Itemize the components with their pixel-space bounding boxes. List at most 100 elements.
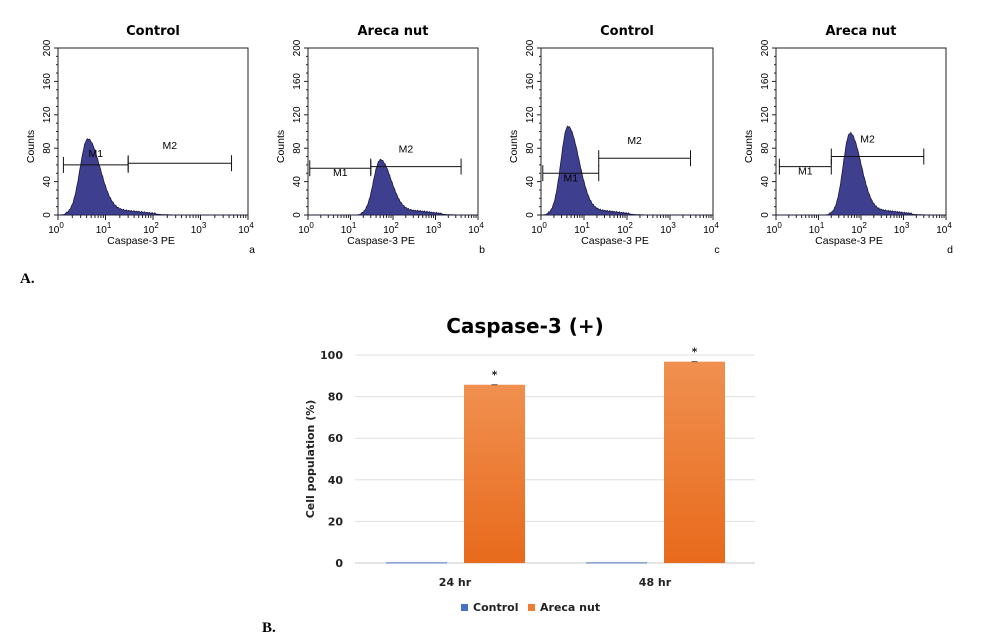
marker-label: M2 [860, 134, 875, 146]
y-tick-label: 200 [292, 39, 303, 56]
y-tick-label: 0 [292, 212, 303, 218]
histogram-area [57, 138, 248, 216]
panel-letter: d [947, 244, 953, 256]
histogram-panel-c: Control 0 40 80 120 160 200 Counts 100 101 102 103 1… [508, 24, 720, 256]
y-tick-label: 40 [760, 176, 771, 188]
y-tick-label: 40 [42, 176, 53, 188]
y-tick-label: 0 [760, 212, 771, 218]
y-tick-label: 0 [525, 212, 536, 218]
panel-letter: c [714, 244, 719, 256]
x-tick-label: 103 [191, 221, 207, 236]
significance-asterisk: * [692, 346, 698, 359]
y-tick-label: 60 [328, 432, 344, 445]
legend-swatch [528, 604, 535, 611]
marker-label: M1 [563, 172, 578, 184]
x-tick-label: 100 [531, 221, 547, 236]
y-tick-label: 200 [42, 39, 53, 56]
histogram-panel-d: Areca nut 0 40 80 120 160 200 Counts 100 101 102 10… [743, 24, 953, 256]
y-tick-label: 160 [760, 73, 771, 90]
y-tick-label: 120 [42, 106, 53, 123]
plot-frame [776, 47, 947, 215]
y-tick-label: 80 [328, 391, 344, 404]
y-tick-label: 120 [292, 106, 303, 123]
histogram-title: Control [600, 24, 654, 39]
x-tick-label: 102 [143, 221, 159, 236]
marker-label: M2 [627, 135, 642, 147]
y-tick-label: 80 [760, 142, 771, 154]
histogram-title: Control [126, 24, 180, 39]
significance-asterisk: * [492, 369, 498, 382]
histogram-title: Areca nut [825, 24, 896, 39]
y-tick-label: 200 [525, 39, 536, 56]
histogram-panel-a: Control 0 40 80 120 160 200 Counts 100 101 102 103 1… [25, 24, 255, 256]
bar-control-48hr [586, 562, 647, 564]
panel-a-label: A. [20, 271, 35, 287]
x-tick-label: 102 [851, 221, 867, 236]
legend-swatch [461, 604, 468, 611]
y-tick-label: 20 [328, 515, 344, 528]
x-tick-label: 100 [766, 221, 782, 236]
plot-frame [308, 47, 479, 215]
y-axis-label: Cell population (%) [304, 400, 317, 519]
plot-frame [58, 47, 249, 215]
x-axis-label: Caspase-3 PE [347, 235, 415, 247]
y-tick-label: 0 [335, 557, 343, 570]
x-tick-label: 101 [574, 221, 590, 236]
y-tick-label: 80 [42, 142, 53, 154]
y-tick-label: 80 [525, 142, 536, 154]
y-tick-label: 120 [525, 106, 536, 123]
y-tick-label: 160 [292, 73, 303, 90]
histogram-panel-b: Areca nut 0 40 80 120 160 200 Counts 100 101 102 10… [275, 24, 485, 256]
x-tick-label: 103 [660, 221, 676, 236]
bar-chart: Caspase-3 (+) 0 20 40 60 80 100 Cell population… [304, 314, 755, 614]
marker-m2: M2 [127, 140, 233, 172]
x-tick-label: 104 [703, 221, 719, 236]
marker-m1: M1 [542, 165, 600, 184]
y-tick-label: 160 [525, 73, 536, 90]
marker-m1: M1 [309, 160, 372, 179]
x-tick-label: 104 [238, 221, 254, 236]
marker-m1: M1 [778, 158, 832, 178]
x-tick-label: 101 [96, 221, 112, 236]
marker-m2: M2 [830, 134, 925, 165]
x-axis-label: Caspase-3 PE [815, 235, 883, 247]
legend-label: Control [473, 601, 518, 614]
y-tick-label: 200 [760, 39, 771, 56]
histogram-area [540, 125, 713, 216]
histogram-area [776, 131, 946, 216]
bar-areca-nut-48hr [664, 361, 725, 563]
marker-label: M2 [163, 140, 178, 152]
y-tick-label: 120 [760, 106, 771, 123]
marker-m2: M2 [598, 135, 692, 167]
histogram-area [308, 158, 478, 216]
y-tick-label: 160 [42, 73, 53, 90]
y-tick-label: 80 [292, 142, 303, 154]
y-axis-label: Counts [743, 130, 755, 163]
x-tick-label: 102 [383, 221, 399, 236]
y-tick-label: 40 [525, 176, 536, 188]
y-axis-label: Counts [275, 130, 287, 163]
plot-frame [541, 47, 714, 215]
bar-control-24hr [386, 562, 447, 564]
panel-letter: a [249, 244, 255, 256]
histogram-title: Areca nut [357, 24, 428, 39]
y-tick-label: 40 [328, 474, 344, 487]
x-tick-label: 101 [809, 221, 825, 236]
bar-areca-nut-24hr [464, 384, 525, 563]
x-tick-label: 103 [426, 221, 442, 236]
y-axis-label: Counts [25, 130, 37, 163]
marker-m2: M2 [370, 144, 462, 175]
x-axis-label: Caspase-3 PE [107, 235, 175, 247]
x-tick-label: 100 [48, 221, 64, 236]
y-tick-label: 40 [292, 176, 303, 188]
marker-label: M1 [88, 148, 103, 160]
x-tick-label: 102 [617, 221, 633, 236]
x-tick-label: 104 [936, 221, 952, 236]
marker-label: M1 [333, 167, 348, 179]
x-tick-label: 103 [894, 221, 910, 236]
legend-label: Areca nut [540, 601, 600, 614]
x-tick-label: 24 hr [439, 576, 472, 589]
x-tick-label: 101 [341, 221, 357, 236]
marker-label: M2 [399, 144, 414, 156]
